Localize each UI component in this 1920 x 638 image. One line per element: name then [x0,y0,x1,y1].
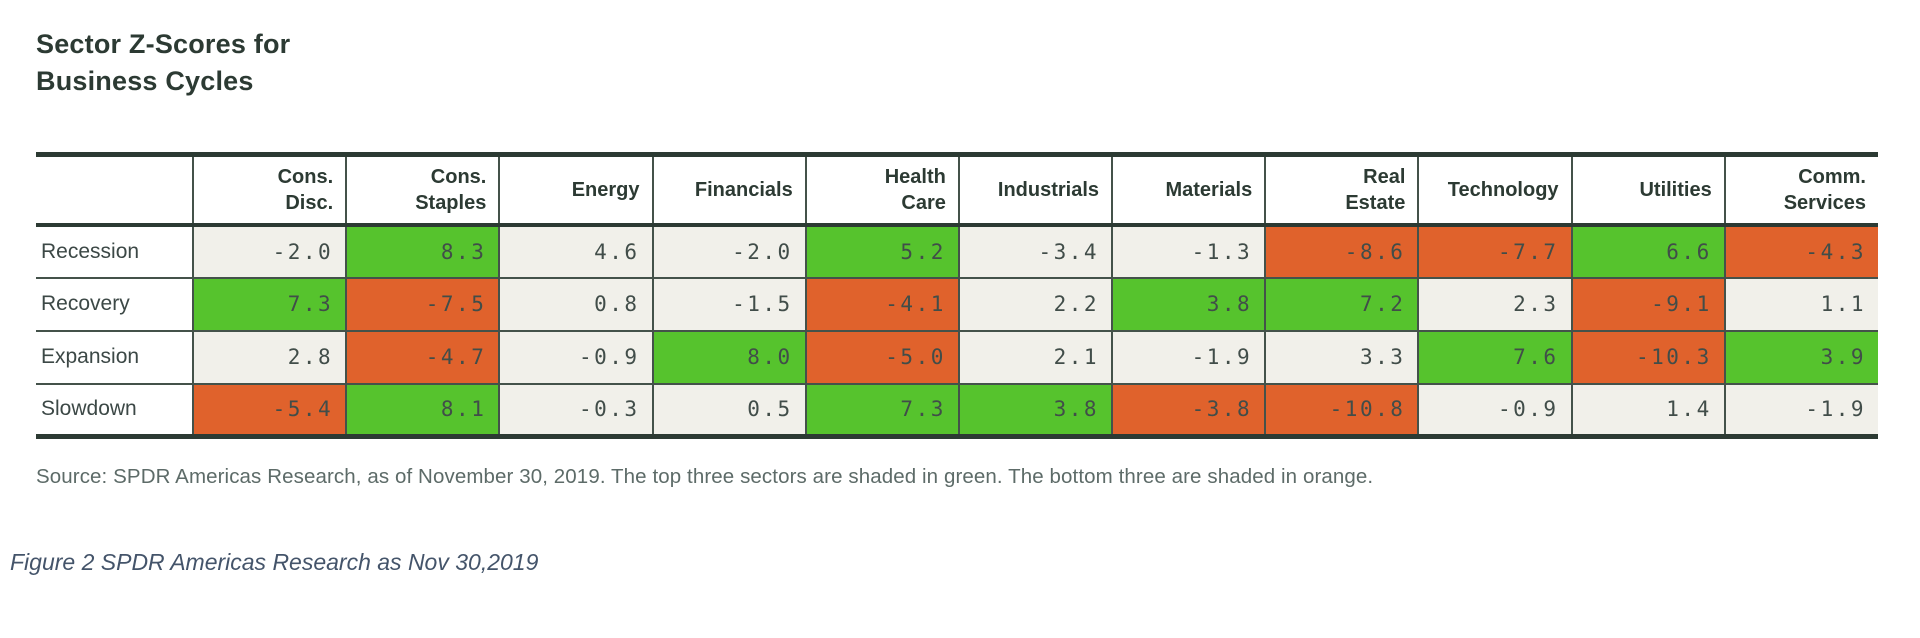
zscore-cell: -0.9 [1417,382,1572,437]
table-row: Slowdown -5.4 8.1 -0.3 0.5 7.3 3.8 -3.8 -10.8 -0.… [36,382,1878,437]
zscore-cell: -1.9 [1723,382,1878,437]
table-row: Recession -2.0 8.3 4.6 -2.0 5.2 -3.4 -1.3 -8.6 -7… [36,224,1878,278]
zscore-cell: 1.1 [1723,276,1878,331]
zscore-cell: -1.9 [1111,329,1266,384]
zscore-cell: 3.3 [1264,329,1419,384]
table-head: Cons. Disc. Cons. Staples Energy Financials… [36,154,1878,227]
zscore-cell: -1.5 [651,276,806,331]
zscore-cell: -9.1 [1570,276,1725,331]
zscore-cell: 2.2 [957,276,1113,331]
zscore-cell: 2.1 [957,329,1113,384]
column-header: Health Care [804,154,959,227]
zscore-cell: 3.8 [957,382,1113,437]
zscore-cell: 2.8 [191,329,347,384]
zscore-cell: -7.5 [345,276,500,331]
zscore-cell: 0.5 [651,382,806,437]
column-header: Financials [651,154,806,227]
zscore-cell: -2.0 [191,224,347,278]
zscore-cell: -3.4 [957,224,1113,278]
zscore-cell: 7.3 [191,276,347,331]
zscore-cell: 0.8 [498,276,653,331]
column-header: Real Estate [1264,154,1419,227]
row-label: Recovery [36,276,193,331]
figure-title-line2: Business Cycles [36,66,254,96]
figure-caption: Figure 2 SPDR Americas Research as Nov 3… [10,549,539,575]
zscore-cell: -5.0 [804,329,959,384]
source-note: Source: SPDR Americas Research, as of No… [36,465,1374,488]
zscore-cell: 1.4 [1570,382,1725,437]
column-header: Comm. Services [1723,154,1878,227]
column-header: Industrials [957,154,1113,227]
zscore-cell: -4.3 [1723,224,1878,278]
zscore-cell: -0.3 [498,382,653,437]
sector-zscore-table: Cons. Disc. Cons. Staples Energy Financials… [36,152,1878,439]
zscore-cell: 8.3 [345,224,500,278]
row-label: Expansion [36,329,193,384]
zscore-cell: 8.0 [651,329,806,384]
column-header: Cons. Disc. [191,154,347,227]
zscore-cell: -5.4 [191,382,347,437]
column-header: Cons. Staples [345,154,500,227]
zscore-cell: 7.2 [1264,276,1419,331]
zscore-cell: -0.9 [498,329,653,384]
zscore-cell: 6.6 [1570,224,1725,278]
zscore-cell: -1.3 [1111,224,1266,278]
row-label: Recession [36,224,193,278]
table-row: Recovery 7.3 -7.5 0.8 -1.5 -4.1 2.2 3.8 7.2 2.3 -9… [36,276,1878,331]
zscore-cell: 7.6 [1417,329,1572,384]
zscore-cell: 7.3 [804,382,959,437]
table-header-row: Cons. Disc. Cons. Staples Energy Financials… [36,154,1878,227]
zscore-cell: 8.1 [345,382,500,437]
zscore-cell: -7.7 [1417,224,1572,278]
figure-title-line1: Sector Z-Scores for [36,29,291,59]
column-header: Utilities [1570,154,1725,227]
table-body: Recession -2.0 8.3 4.6 -2.0 5.2 -3.4 -1.3 -8.6 -7… [36,224,1878,437]
zscore-cell: 4.6 [498,224,653,278]
zscore-cell: 5.2 [804,224,959,278]
corner-header [36,154,193,227]
zscore-cell: -10.8 [1264,382,1419,437]
zscore-cell: -8.6 [1264,224,1419,278]
zscore-cell: -3.8 [1111,382,1266,437]
zscore-cell: 3.9 [1723,329,1878,384]
zscore-cell: 3.8 [1111,276,1266,331]
table-row: Expansion 2.8 -4.7 -0.9 8.0 -5.0 2.1 -1.9 3.3 7.6… [36,329,1878,384]
column-header: Energy [498,154,653,227]
zscore-cell: -4.1 [804,276,959,331]
column-header: Technology [1417,154,1572,227]
row-label: Slowdown [36,382,193,437]
zscore-cell: -2.0 [651,224,806,278]
zscore-cell: -4.7 [345,329,500,384]
zscore-cell: 2.3 [1417,276,1572,331]
figure-title: Sector Z-Scores for Business Cycles [36,26,1880,100]
zscore-cell: -10.3 [1570,329,1725,384]
column-header: Materials [1111,154,1266,227]
